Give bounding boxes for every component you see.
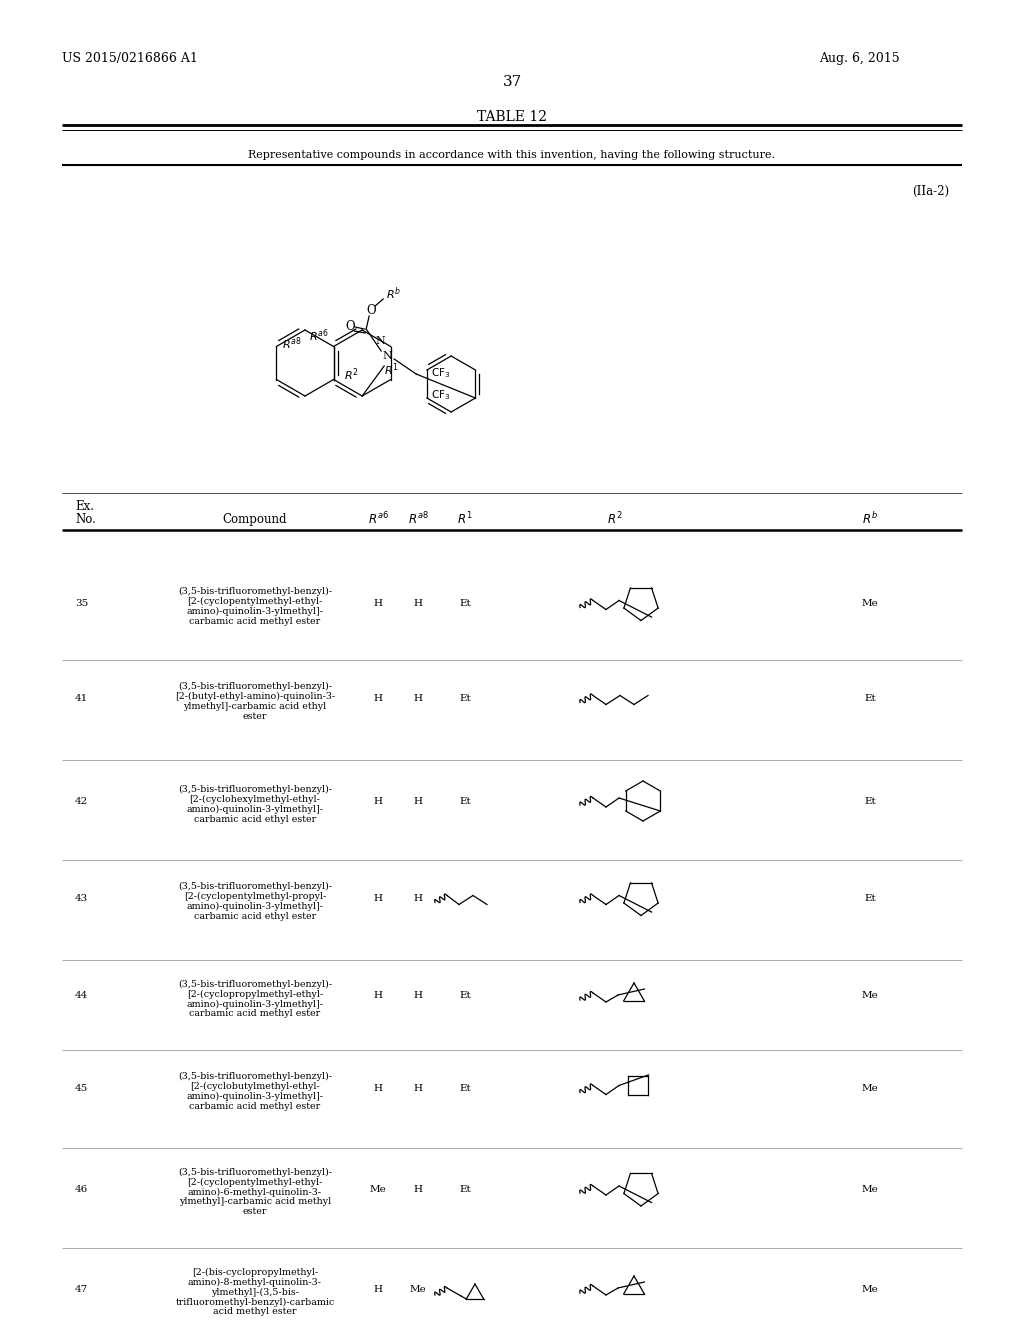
Text: Et: Et <box>459 1184 471 1193</box>
Text: (3,5-bis-trifluoromethyl-benzyl)-: (3,5-bis-trifluoromethyl-benzyl)- <box>178 1072 332 1081</box>
Text: Et: Et <box>459 796 471 805</box>
Text: [2-(cyclopropylmethyl-ethyl-: [2-(cyclopropylmethyl-ethyl- <box>186 990 324 998</box>
Text: (3,5-bis-trifluoromethyl-benzyl)-: (3,5-bis-trifluoromethyl-benzyl)- <box>178 1167 332 1176</box>
Text: H: H <box>374 599 383 609</box>
Text: amino)-8-methyl-quinolin-3-: amino)-8-methyl-quinolin-3- <box>188 1278 322 1287</box>
Text: H: H <box>414 1084 423 1093</box>
Text: 35: 35 <box>75 599 88 609</box>
Text: amino)-6-methyl-quinolin-3-: amino)-6-methyl-quinolin-3- <box>188 1188 323 1196</box>
Text: Et: Et <box>864 894 876 903</box>
Text: Me: Me <box>861 1284 879 1294</box>
Text: $R^{a8}$: $R^{a8}$ <box>283 335 302 351</box>
Text: (3,5-bis-trifluoromethyl-benzyl)-: (3,5-bis-trifluoromethyl-benzyl)- <box>178 882 332 891</box>
Text: Compound: Compound <box>223 513 288 525</box>
Text: 41: 41 <box>75 694 88 704</box>
Text: carbamic acid methyl ester: carbamic acid methyl ester <box>189 616 321 626</box>
Text: Me: Me <box>370 1184 386 1193</box>
Text: H: H <box>374 694 383 704</box>
Text: Et: Et <box>459 599 471 609</box>
Text: H: H <box>374 796 383 805</box>
Text: H: H <box>374 1284 383 1294</box>
Text: O: O <box>367 305 376 318</box>
Text: acid methyl ester: acid methyl ester <box>213 1308 297 1316</box>
Text: H: H <box>374 894 383 903</box>
Text: (3,5-bis-trifluoromethyl-benzyl)-: (3,5-bis-trifluoromethyl-benzyl)- <box>178 784 332 793</box>
Text: H: H <box>414 991 423 1001</box>
Text: $R^1$: $R^1$ <box>384 362 398 378</box>
Text: Me: Me <box>861 1184 879 1193</box>
Text: CF$_3$: CF$_3$ <box>431 388 451 401</box>
Text: (3,5-bis-trifluoromethyl-benzyl)-: (3,5-bis-trifluoromethyl-benzyl)- <box>178 587 332 597</box>
Text: ylmethyl]-carbamic acid ethyl: ylmethyl]-carbamic acid ethyl <box>183 702 327 711</box>
Text: 42: 42 <box>75 796 88 805</box>
Text: $R^{a6}$: $R^{a6}$ <box>368 511 388 528</box>
Text: No.: No. <box>75 513 96 525</box>
Text: amino)-quinolin-3-ylmethyl]-: amino)-quinolin-3-ylmethyl]- <box>186 804 324 813</box>
Text: H: H <box>414 599 423 609</box>
Text: ylmethyl]-carbamic acid methyl: ylmethyl]-carbamic acid methyl <box>179 1197 331 1206</box>
Text: [2-(cyclopentylmethyl-ethyl-: [2-(cyclopentylmethyl-ethyl- <box>187 597 323 606</box>
Text: (3,5-bis-trifluoromethyl-benzyl)-: (3,5-bis-trifluoromethyl-benzyl)- <box>178 979 332 989</box>
Text: $R^{b}$: $R^{b}$ <box>862 511 878 527</box>
Text: 43: 43 <box>75 894 88 903</box>
Text: [2-(cyclohexylmethyl-ethyl-: [2-(cyclohexylmethyl-ethyl- <box>189 795 321 804</box>
Text: Aug. 6, 2015: Aug. 6, 2015 <box>819 51 900 65</box>
Text: amino)-quinolin-3-ylmethyl]-: amino)-quinolin-3-ylmethyl]- <box>186 1092 324 1101</box>
Text: Et: Et <box>864 796 876 805</box>
Text: Representative compounds in accordance with this invention, having the following: Representative compounds in accordance w… <box>249 150 775 160</box>
Text: carbamic acid ethyl ester: carbamic acid ethyl ester <box>194 814 316 824</box>
Text: 37: 37 <box>503 75 521 88</box>
Text: $R^2$: $R^2$ <box>344 366 358 383</box>
Text: trifluoromethyl-benzyl)-carbamic: trifluoromethyl-benzyl)-carbamic <box>175 1298 335 1307</box>
Text: O: O <box>345 321 355 334</box>
Text: ylmethyl]-(3,5-bis-: ylmethyl]-(3,5-bis- <box>211 1287 299 1296</box>
Text: $R^b$: $R^b$ <box>386 285 401 302</box>
Text: $R^{a6}$: $R^{a6}$ <box>309 327 329 343</box>
Text: 47: 47 <box>75 1284 88 1294</box>
Text: Me: Me <box>861 599 879 609</box>
Text: [2-(cyclopentylmethyl-propyl-: [2-(cyclopentylmethyl-propyl- <box>184 892 327 902</box>
Text: H: H <box>414 796 423 805</box>
Text: H: H <box>374 1084 383 1093</box>
Text: Et: Et <box>864 694 876 704</box>
Text: Ex.: Ex. <box>75 500 94 513</box>
Text: 45: 45 <box>75 1084 88 1093</box>
Text: $R^{a8}$: $R^{a8}$ <box>408 511 428 528</box>
Text: 44: 44 <box>75 991 88 1001</box>
Text: $R^{1}$: $R^{1}$ <box>458 511 473 528</box>
Text: amino)-quinolin-3-ylmethyl]-: amino)-quinolin-3-ylmethyl]- <box>186 902 324 911</box>
Text: amino)-quinolin-3-ylmethyl]-: amino)-quinolin-3-ylmethyl]- <box>186 607 324 616</box>
Text: 46: 46 <box>75 1184 88 1193</box>
Text: Me: Me <box>410 1284 426 1294</box>
Text: amino)-quinolin-3-ylmethyl]-: amino)-quinolin-3-ylmethyl]- <box>186 999 324 1008</box>
Text: Me: Me <box>861 991 879 1001</box>
Text: H: H <box>414 694 423 704</box>
Text: N: N <box>382 351 392 360</box>
Text: (3,5-bis-trifluoromethyl-benzyl)-: (3,5-bis-trifluoromethyl-benzyl)- <box>178 682 332 692</box>
Text: N: N <box>376 337 385 346</box>
Text: [2-(bis-cyclopropylmethyl-: [2-(bis-cyclopropylmethyl- <box>191 1267 318 1276</box>
Text: CF$_3$: CF$_3$ <box>431 366 451 380</box>
Text: carbamic acid methyl ester: carbamic acid methyl ester <box>189 1102 321 1111</box>
Text: carbamic acid ethyl ester: carbamic acid ethyl ester <box>194 912 316 921</box>
Text: H: H <box>374 991 383 1001</box>
Text: $R^{2}$: $R^{2}$ <box>607 511 623 528</box>
Text: [2-(butyl-ethyl-amino)-quinolin-3-: [2-(butyl-ethyl-amino)-quinolin-3- <box>175 692 335 701</box>
Text: US 2015/0216866 A1: US 2015/0216866 A1 <box>62 51 198 65</box>
Text: ester: ester <box>243 1208 267 1217</box>
Text: [2-(cyclobutylmethyl-ethyl-: [2-(cyclobutylmethyl-ethyl- <box>190 1082 319 1092</box>
Text: Et: Et <box>459 991 471 1001</box>
Text: Et: Et <box>459 694 471 704</box>
Text: [2-(cyclopentylmethyl-ethyl-: [2-(cyclopentylmethyl-ethyl- <box>187 1177 323 1187</box>
Text: H: H <box>414 894 423 903</box>
Text: Me: Me <box>861 1084 879 1093</box>
Text: TABLE 12: TABLE 12 <box>477 110 547 124</box>
Text: carbamic acid methyl ester: carbamic acid methyl ester <box>189 1010 321 1019</box>
Text: Et: Et <box>459 1084 471 1093</box>
Text: (IIa-2): (IIa-2) <box>912 185 949 198</box>
Text: ester: ester <box>243 711 267 721</box>
Text: H: H <box>414 1184 423 1193</box>
